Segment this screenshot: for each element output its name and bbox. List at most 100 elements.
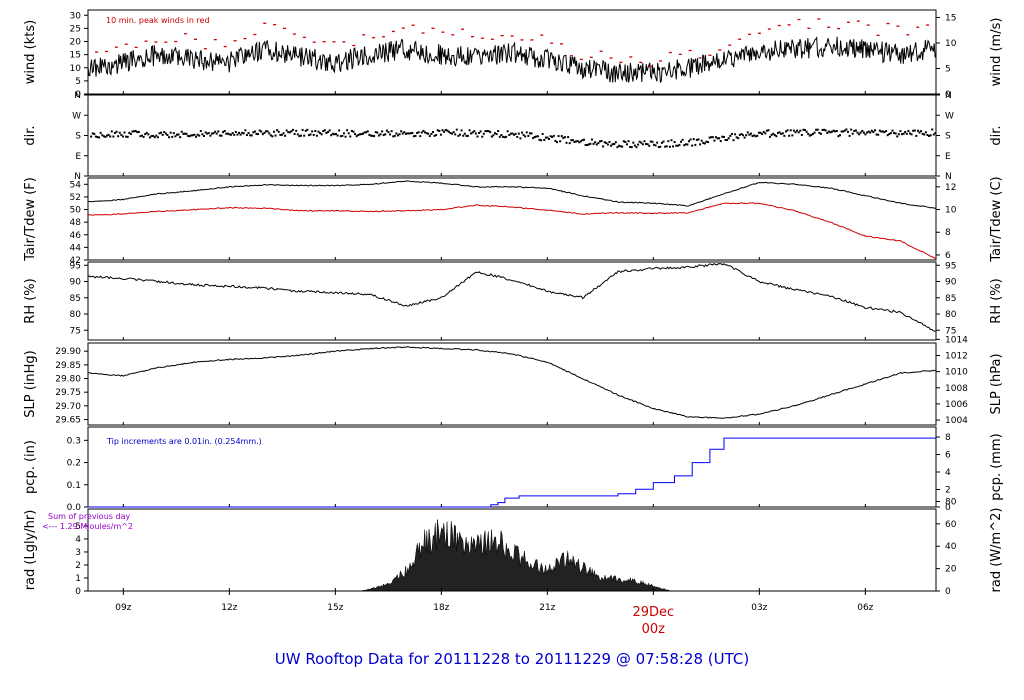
direction-point	[185, 132, 188, 135]
direction-point	[497, 130, 500, 133]
direction-point	[331, 132, 334, 135]
direction-point	[366, 130, 369, 133]
direction-point	[834, 130, 837, 133]
direction-point	[222, 131, 225, 134]
direction-point	[527, 134, 530, 137]
direction-point	[484, 130, 487, 133]
direction-point	[783, 134, 786, 137]
direction-point	[177, 133, 180, 136]
direction-point	[301, 129, 304, 132]
direction-point	[757, 131, 760, 134]
direction-point	[738, 133, 741, 136]
direction-point	[160, 131, 163, 134]
direction-point	[309, 133, 312, 136]
direction-point	[158, 132, 161, 135]
direction-point	[91, 132, 94, 135]
direction-point	[271, 135, 274, 138]
direction-point	[592, 142, 595, 145]
direction-point	[443, 130, 446, 133]
direction-point	[902, 132, 905, 135]
direction-point	[665, 145, 668, 148]
y-tick-label: 80	[945, 497, 957, 507]
direction-point	[168, 136, 171, 139]
direction-point	[226, 132, 229, 135]
direction-point	[819, 132, 822, 135]
direction-point	[810, 133, 813, 136]
direction-point	[513, 133, 516, 136]
direction-point	[125, 135, 128, 138]
direction-point	[398, 133, 401, 136]
y-tick-label: 5	[75, 522, 81, 532]
direction-point	[670, 139, 673, 142]
direction-point	[716, 137, 719, 140]
direction-point	[689, 138, 692, 141]
direction-point	[161, 133, 164, 136]
direction-point	[272, 130, 275, 133]
direction-point	[584, 144, 587, 147]
direction-point	[711, 136, 714, 139]
direction-point	[662, 140, 665, 143]
direction-point	[121, 135, 124, 138]
direction-point	[646, 143, 649, 146]
direction-point	[660, 141, 663, 144]
y-tick-label: 75	[70, 326, 81, 336]
direction-point	[600, 140, 603, 143]
direction-point	[886, 134, 889, 137]
direction-point	[385, 129, 388, 132]
direction-point	[910, 133, 913, 136]
direction-point	[166, 134, 169, 137]
y-axis-title-left: Tair/Tdew (F)	[23, 177, 38, 262]
direction-point	[713, 139, 716, 142]
direction-point	[611, 143, 614, 146]
y-axis-title-left: wind (kts)	[23, 20, 38, 84]
direction-point	[175, 133, 178, 136]
direction-point	[548, 138, 551, 141]
direction-point	[195, 135, 198, 138]
direction-point	[762, 130, 765, 133]
direction-point	[610, 144, 613, 147]
direction-point	[813, 131, 816, 134]
panel-frame	[87, 426, 937, 508]
y-tick-label: 95	[70, 261, 81, 271]
direction-point	[726, 139, 729, 142]
direction-point	[363, 131, 366, 134]
y-tick-label: 4	[945, 468, 951, 478]
direction-point	[567, 136, 570, 139]
direction-point	[400, 130, 403, 133]
direction-point	[409, 132, 412, 135]
direction-point	[912, 129, 915, 132]
direction-point	[786, 129, 789, 132]
direction-point	[420, 131, 423, 134]
direction-point	[590, 138, 593, 141]
direction-point	[487, 130, 490, 133]
direction-point	[668, 145, 671, 148]
y-axis-title-right: wind (m/s)	[989, 18, 1004, 87]
direction-point	[840, 130, 843, 133]
direction-point	[926, 134, 929, 137]
y-tick-label: 1012	[945, 351, 968, 361]
y-tick-label: 20	[70, 38, 82, 48]
direction-point	[315, 134, 318, 137]
y-tick-label: 0.3	[67, 436, 81, 446]
series-line	[87, 202, 937, 260]
y-tick-label: 1006	[945, 400, 968, 410]
direction-point	[101, 134, 104, 137]
direction-point	[796, 129, 799, 132]
direction-point	[99, 131, 102, 134]
direction-point	[821, 128, 824, 131]
y-tick-label: 0	[75, 587, 81, 597]
direction-point	[530, 132, 533, 135]
direction-point	[800, 133, 803, 136]
y-tick-label: 15	[70, 51, 81, 61]
direction-point	[699, 143, 702, 146]
wind-speed-line	[87, 36, 937, 84]
direction-point	[761, 133, 764, 136]
direction-point	[732, 139, 735, 142]
direction-point	[199, 130, 202, 133]
direction-point	[579, 140, 582, 143]
direction-point	[673, 141, 676, 144]
direction-point	[403, 131, 406, 134]
direction-point	[799, 129, 802, 132]
direction-point	[344, 135, 347, 138]
direction-point	[918, 131, 921, 134]
